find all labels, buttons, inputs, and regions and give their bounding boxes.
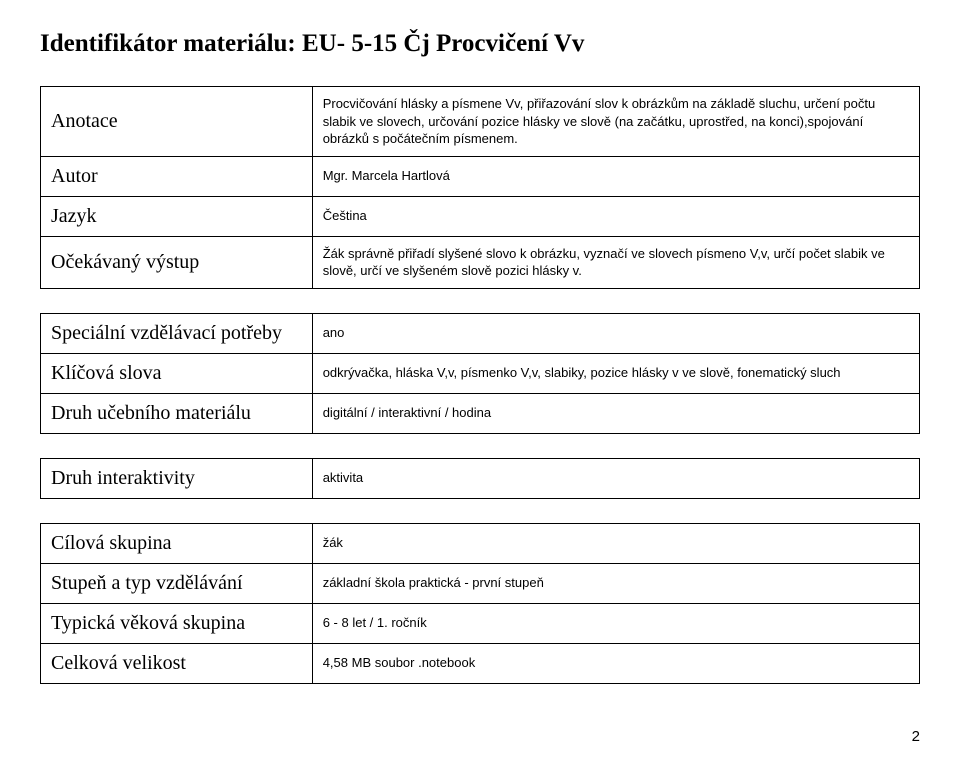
page: Identifikátor materiálu: EU- 5-15 Čj Pro… — [0, 0, 960, 759]
row-value: digitální / interaktivní / hodina — [312, 393, 919, 433]
table-row: Speciální vzdělávací potřeby ano — [41, 313, 920, 353]
row-value: ano — [312, 313, 919, 353]
row-value: žák — [312, 523, 919, 563]
row-label: Druh interaktivity — [41, 458, 313, 498]
row-value: Mgr. Marcela Hartlová — [312, 156, 919, 196]
row-label: Cílová skupina — [41, 523, 313, 563]
row-value: odkrývačka, hláska V,v, písmenko V,v, sl… — [312, 353, 919, 393]
table-row: Očekávaný výstup Žák správně přiřadí sly… — [41, 236, 920, 288]
row-label: Jazyk — [41, 196, 313, 236]
row-label: Klíčová slova — [41, 353, 313, 393]
metadata-table-2: Speciální vzdělávací potřeby ano Klíčová… — [40, 313, 920, 434]
table-row: Typická věková skupina 6 - 8 let / 1. ro… — [41, 603, 920, 643]
row-value: základní škola praktická - první stupeň — [312, 563, 919, 603]
row-label: Typická věková skupina — [41, 603, 313, 643]
row-value: Žák správně přiřadí slyšené slovo k obrá… — [312, 236, 919, 288]
row-value: Procvičování hlásky a písmene Vv, přiřaz… — [312, 87, 919, 157]
table-row: Jazyk Čeština — [41, 196, 920, 236]
metadata-table-4: Cílová skupina žák Stupeň a typ vzdělává… — [40, 523, 920, 684]
row-label: Autor — [41, 156, 313, 196]
metadata-table-3: Druh interaktivity aktivita — [40, 458, 920, 499]
table-row: Anotace Procvičování hlásky a písmene Vv… — [41, 87, 920, 157]
row-value: Čeština — [312, 196, 919, 236]
table-row: Cílová skupina žák — [41, 523, 920, 563]
table-row: Stupeň a typ vzdělávání základní škola p… — [41, 563, 920, 603]
row-label: Očekávaný výstup — [41, 236, 313, 288]
row-label: Anotace — [41, 87, 313, 157]
row-label: Stupeň a typ vzdělávání — [41, 563, 313, 603]
table-row: Celková velikost 4,58 MB soubor .noteboo… — [41, 643, 920, 683]
row-label: Druh učebního materiálu — [41, 393, 313, 433]
table-row: Druh interaktivity aktivita — [41, 458, 920, 498]
row-label: Celková velikost — [41, 643, 313, 683]
table-row: Klíčová slova odkrývačka, hláska V,v, pí… — [41, 353, 920, 393]
page-number: 2 — [912, 728, 920, 745]
row-value: 4,58 MB soubor .notebook — [312, 643, 919, 683]
row-value: aktivita — [312, 458, 919, 498]
page-title: Identifikátor materiálu: EU- 5-15 Čj Pro… — [40, 30, 920, 58]
table-row: Druh učebního materiálu digitální / inte… — [41, 393, 920, 433]
metadata-table-1: Anotace Procvičování hlásky a písmene Vv… — [40, 86, 920, 289]
row-label: Speciální vzdělávací potřeby — [41, 313, 313, 353]
table-row: Autor Mgr. Marcela Hartlová — [41, 156, 920, 196]
row-value: 6 - 8 let / 1. ročník — [312, 603, 919, 643]
